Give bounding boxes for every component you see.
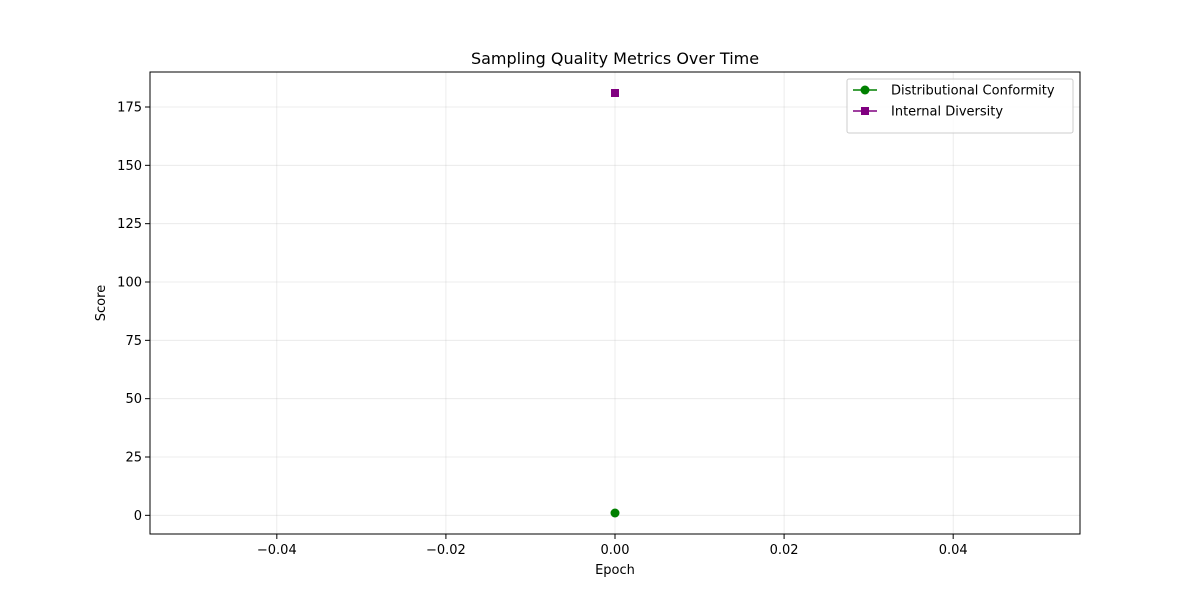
chart-title: Sampling Quality Metrics Over Time (471, 49, 759, 68)
legend-label: Internal Diversity (891, 105, 1003, 120)
grid (150, 72, 1080, 534)
data-point (610, 508, 620, 518)
y-tick-label: 50 (125, 392, 142, 407)
y-tick-label: 175 (117, 101, 142, 116)
legend-box (846, 78, 1074, 134)
y-tick-label: 125 (117, 217, 142, 232)
x-axis-title: Epoch (595, 563, 635, 578)
series-1 (611, 89, 619, 97)
legend-marker (860, 85, 870, 95)
x-tick-label: 0.04 (939, 543, 968, 558)
legend-marker (861, 107, 869, 115)
series-0 (610, 508, 620, 518)
x-tick-label: 0.02 (770, 543, 799, 558)
legend-item: Distributional Conformity (853, 84, 1055, 99)
x-tick-label: 0.00 (601, 543, 630, 558)
plot-area (610, 89, 620, 518)
x-axis: −0.04 −0.02 0.00 0.02 0.04 (257, 534, 968, 558)
y-tick-label: 0 (134, 509, 142, 524)
legend-label: Distributional Conformity (891, 84, 1055, 99)
y-tick-label: 25 (125, 451, 142, 466)
legend-item: Internal Diversity (853, 105, 1003, 120)
y-axis-title: Score (94, 285, 109, 321)
x-tick-label: −0.04 (257, 543, 297, 558)
data-point (611, 89, 619, 97)
x-tick-label: −0.02 (426, 543, 466, 558)
y-axis: 0 25 50 75 100 125 150 175 (117, 101, 150, 524)
y-tick-label: 75 (125, 334, 142, 349)
legend: Distributional Conformity Internal Divers… (846, 78, 1074, 134)
y-tick-label: 100 (117, 276, 142, 291)
y-tick-label: 150 (117, 159, 142, 174)
